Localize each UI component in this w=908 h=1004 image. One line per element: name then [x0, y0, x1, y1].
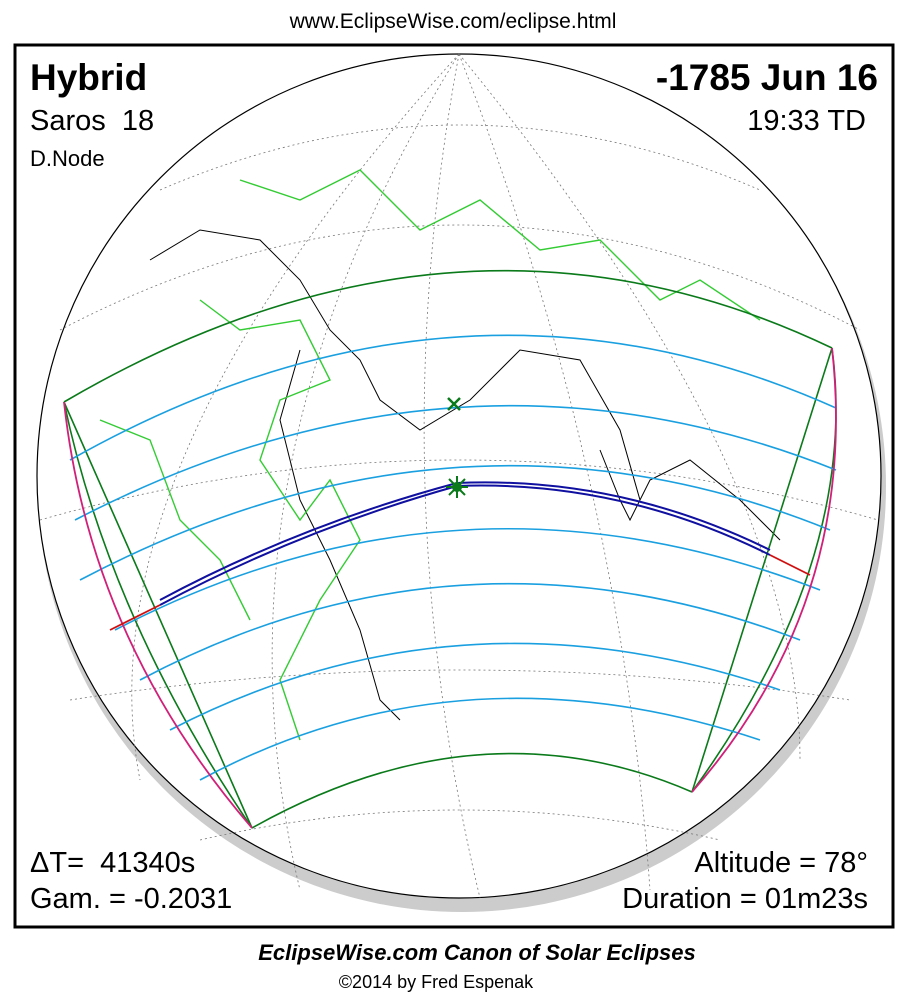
duration: Duration = 01m23s [622, 883, 868, 915]
url: www.EclipseWise.com/eclipse.html [289, 10, 617, 33]
node: D.Node [30, 146, 105, 171]
footer-title: EclipseWise.com Canon of Solar Eclipses [258, 940, 696, 965]
saros: Saros 18 [30, 105, 154, 137]
gamma: Gam. = -0.2031 [30, 883, 232, 915]
copyright: ©2014 by Fred Espenak [339, 972, 534, 992]
globe [36, 53, 886, 912]
type: Hybrid [30, 57, 147, 98]
date: -1785 Jun 16 [656, 57, 878, 98]
delta-t: ΔT= 41340s [30, 847, 195, 879]
time: 19:33 TD [747, 105, 866, 137]
altitude: Altitude = 78° [694, 847, 868, 879]
